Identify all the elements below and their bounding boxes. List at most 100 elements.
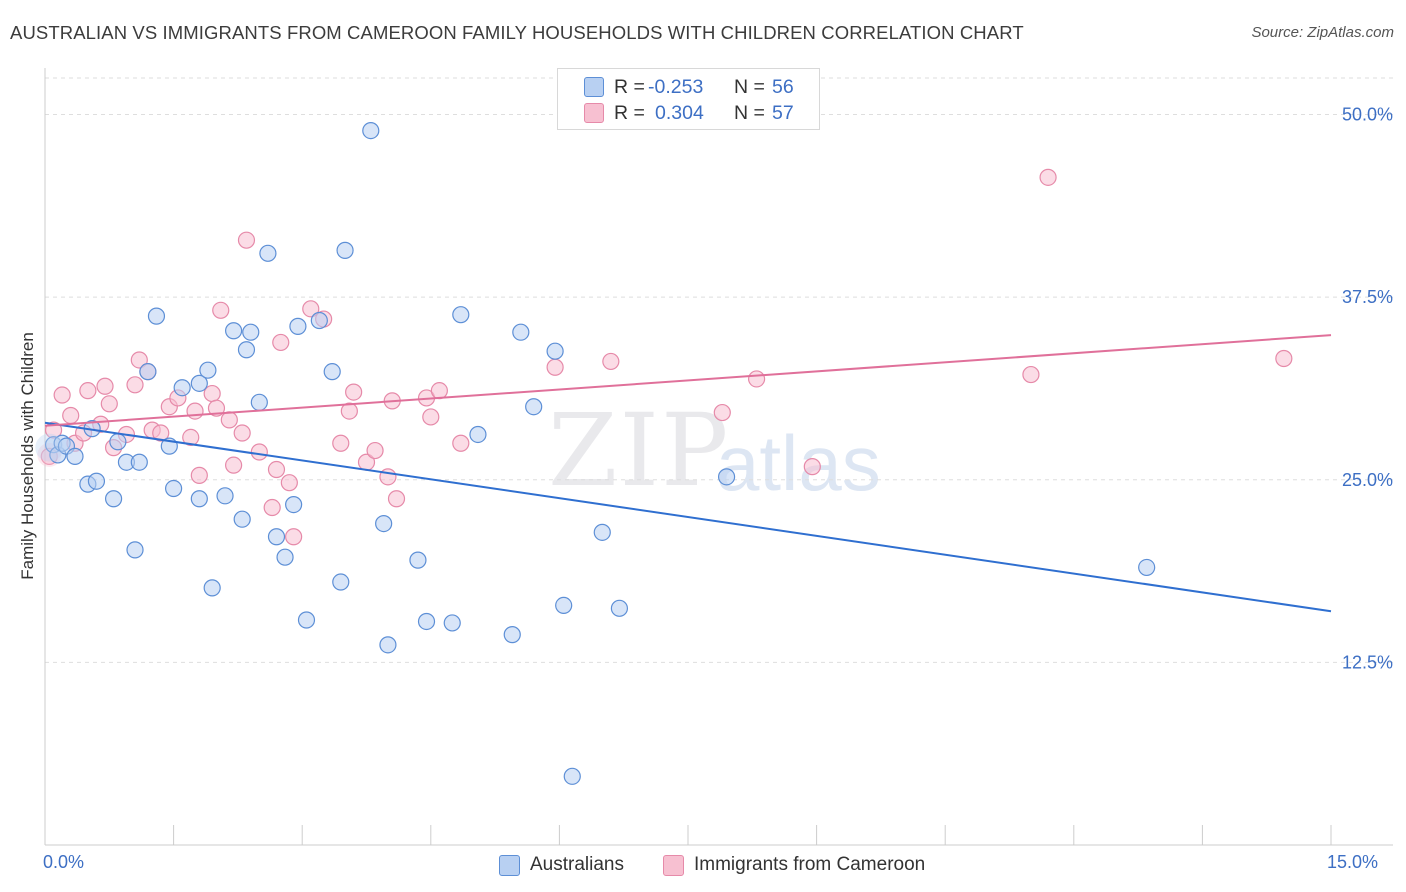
point-cameroon (340, 402, 358, 420)
point-cameroon (130, 351, 148, 369)
point-cameroon (747, 370, 766, 388)
point-cameroon (62, 406, 80, 425)
legend-r-value: -0.253 (648, 75, 704, 98)
point-cameroon (250, 443, 268, 461)
y-axis-label: Family Households with Children (18, 332, 37, 580)
point-australians (336, 241, 354, 259)
point-australians (546, 342, 564, 360)
point-australians (130, 453, 148, 471)
grid (45, 77, 1393, 663)
point-australians (285, 495, 303, 514)
legend-item-australians[interactable]: Australians (499, 852, 624, 878)
point-australians (289, 317, 307, 335)
point-australians (593, 523, 611, 541)
point-australians (469, 425, 487, 444)
point-cameroon (302, 300, 320, 318)
y-tick-label: 12.5% (1342, 652, 1393, 672)
point-cameroon (267, 460, 286, 479)
point-australians (139, 363, 157, 381)
chart-title: AUSTRALIAN VS IMMIGRANTS FROM CAMEROON F… (10, 22, 1024, 43)
y-tick-label: 37.5% (1342, 287, 1393, 307)
point-australians (525, 398, 543, 416)
legend-n-value: 56 (772, 75, 794, 98)
legend-label-australians: Australians (530, 854, 624, 875)
point-australians (362, 121, 380, 140)
point-cameroon (345, 383, 363, 401)
legend-r-label: R = (614, 101, 645, 124)
legend-swatch-pink (663, 854, 684, 876)
point-cameroon (422, 408, 440, 426)
y-tick-label: 50.0% (1342, 105, 1393, 125)
point-cameroon (263, 498, 281, 517)
point-australians (267, 528, 286, 546)
point-cameroon (233, 424, 251, 442)
legend-r-value: 0.304 (655, 101, 704, 124)
point-australians (237, 341, 256, 359)
point-cameroon (430, 382, 448, 400)
point-australians (512, 323, 530, 341)
trendline-australians (44, 421, 1332, 613)
point-cameroon (1275, 349, 1293, 368)
point-australians (165, 479, 183, 498)
point-australians (199, 361, 217, 379)
x-tick-label-max: 15.0% (1327, 852, 1379, 872)
trend-lines (44, 334, 1332, 613)
point-cluster-blue (35, 433, 64, 462)
point-australians (297, 611, 316, 629)
point-australians (375, 514, 393, 533)
point-cameroon (803, 458, 821, 476)
point-australians (87, 472, 106, 490)
point-australians (216, 487, 234, 505)
point-cameroon (332, 434, 350, 452)
trendline-cameroon (44, 334, 1332, 427)
point-australians (409, 551, 427, 569)
point-australians (203, 579, 221, 597)
point-australians (190, 490, 208, 508)
point-australians (1138, 558, 1156, 577)
x-tick-label-min: 0.0% (43, 852, 85, 872)
series-cameroon (37, 168, 1293, 546)
watermark-zip: ZIP (548, 392, 731, 509)
point-australians (109, 433, 127, 451)
point-cameroon (207, 399, 226, 417)
point-cameroon (387, 490, 406, 508)
legend-n-label: N = (734, 75, 765, 98)
legend-r-label: R = (614, 75, 645, 98)
series-legend: Australians Immigrants from Cameroon (0, 852, 1406, 878)
point-australians (242, 323, 260, 341)
point-australians (259, 244, 277, 262)
legend-swatch-pink (584, 103, 604, 123)
point-australians (104, 490, 123, 508)
legend-item-cameroon[interactable]: Immigrants from Cameroon (663, 852, 925, 878)
point-australians (276, 548, 294, 566)
point-cameroon (190, 466, 208, 484)
point-australians (233, 510, 251, 528)
point-australians (190, 374, 208, 392)
point-australians (379, 636, 397, 654)
point-cameroon (212, 301, 230, 319)
axes (44, 68, 1393, 846)
point-cameroon (546, 358, 564, 376)
point-australians (173, 379, 191, 397)
point-australians (717, 468, 736, 486)
point-cameroon (225, 456, 243, 474)
point-cameroon (280, 474, 298, 492)
point-cameroon (1022, 365, 1040, 384)
legend-label-cameroon: Immigrants from Cameroon (694, 854, 926, 875)
point-australians (66, 447, 84, 465)
point-australians (555, 596, 573, 615)
correlation-legend: R = -0.253 N = 56 R = 0.304 N = 57 (557, 68, 820, 130)
point-cameroon (186, 402, 204, 420)
point-australians (443, 614, 461, 632)
point-australians (417, 612, 436, 631)
point-australians (503, 626, 521, 644)
point-australians (323, 363, 341, 381)
point-cameroon (152, 424, 170, 442)
point-australians (126, 541, 144, 559)
point-australians (563, 767, 581, 785)
y-tick-label: 25.0% (1342, 470, 1393, 490)
point-cameroon (452, 434, 470, 452)
point-cameroon (713, 403, 731, 422)
point-cameroon (203, 384, 221, 403)
